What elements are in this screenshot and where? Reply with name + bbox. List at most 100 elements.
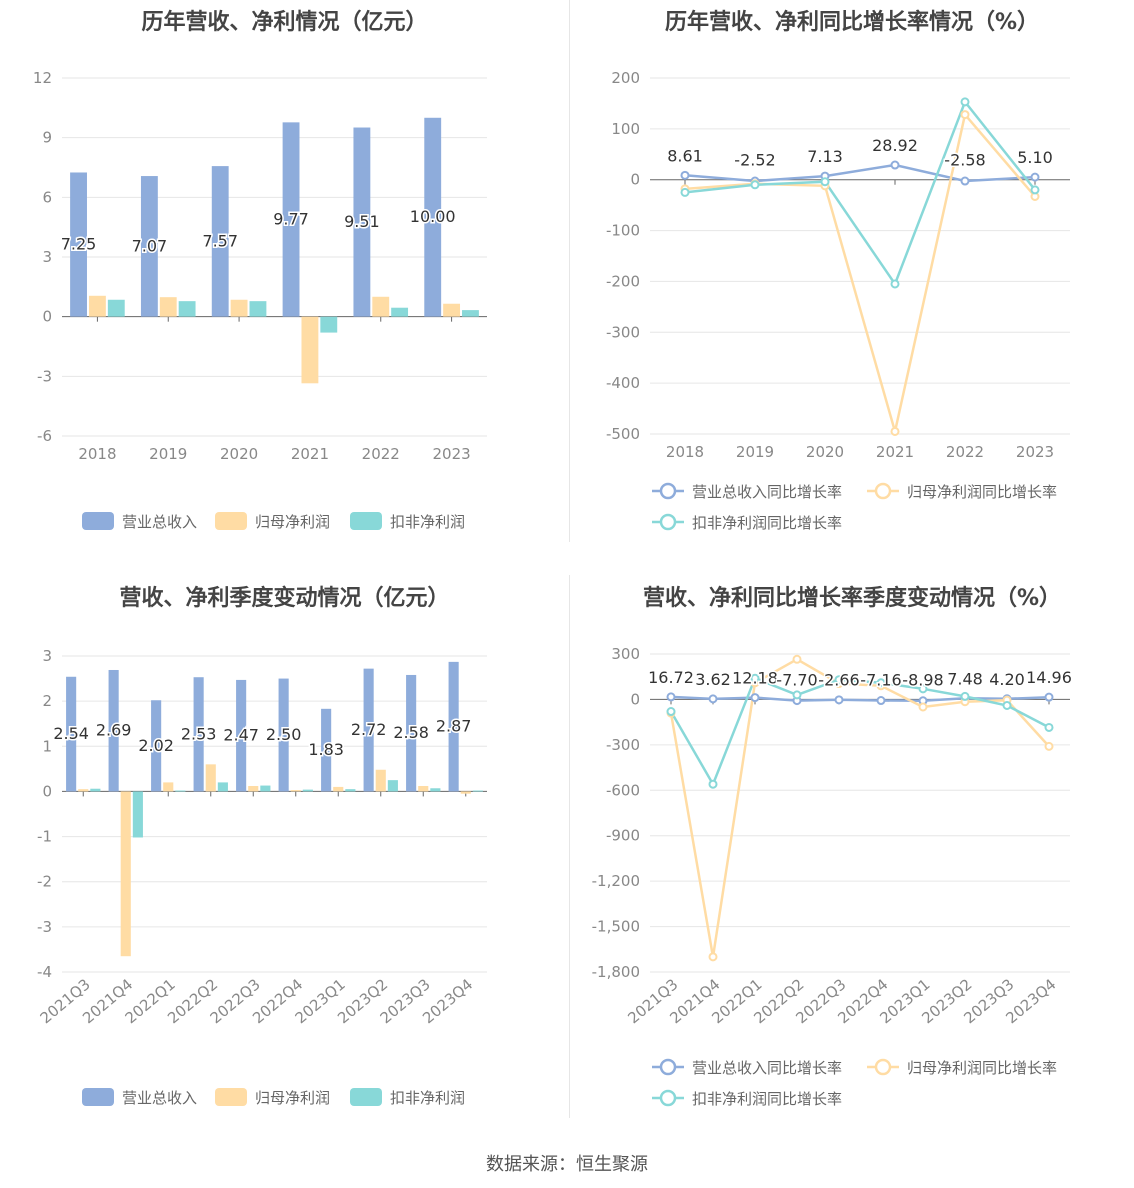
bar-deducted-net-profit [178,301,196,317]
data-label: -7.70 [776,670,817,689]
data-point [960,97,970,107]
chart-annual-amount: 12 9 6 3 0 -3 -6 2018 2019 2020 2021 2022 2023 7.25 7.… [33,69,487,531]
x-tick-label: 2022 [362,445,400,463]
data-point [834,695,844,705]
y-tick-label: -100 [606,222,640,240]
data-label: -7.16 [860,670,901,689]
y-tick-label: 0 [42,782,52,800]
data-point [1002,700,1012,710]
x-tick-label: 2021 [291,445,329,463]
data-point [708,952,718,962]
data-label: 2.50 [266,725,302,744]
legend-label: 归母净利润同比增长率 [907,1059,1057,1077]
y-tick-label: 0 [42,308,52,326]
bar-net-profit [120,791,131,957]
x-tick-label: 2020 [806,443,844,461]
data-point [890,426,900,436]
legend-label: 营业总收入同比增长率 [692,1059,842,1077]
data-label: 5.10 [1017,148,1053,167]
chart-quarterly-amount: 3210-1-2-3-42021Q32021Q42022Q12022Q22022… [37,647,487,1107]
data-point [792,690,802,700]
data-point [708,694,718,704]
data-label: 1.83 [308,740,344,759]
data-point [750,673,760,683]
data-label: 16.72 [648,668,694,687]
data-label: 4.20 [989,670,1025,689]
data-point [876,678,886,688]
bar-revenue [321,708,332,792]
data-label: 7.13 [807,147,843,166]
y-tick-label: -1,800 [592,963,640,981]
x-tick-label: 2023 [1016,443,1054,461]
y-tick-label: -3 [37,918,52,936]
data-label: 12.18 [732,669,778,688]
data-label: 28.92 [872,136,918,155]
bar-revenue [140,176,158,317]
bar-deducted-net-profit [175,790,186,792]
data-source-footer: 数据来源：恒生聚源 [486,1154,648,1175]
y-tick-label: -2 [37,873,52,891]
bar-net-profit [290,790,301,792]
y-tick-label: 3 [42,647,52,665]
y-tick-label: -200 [606,272,640,290]
data-point [750,180,760,190]
panel-annual-amount: 历年营收、净利情况（亿元） 12 9 6 3 0 -3 -6 2018 2019 2020 2021… [0,0,569,560]
bar-net-profit [418,786,429,792]
legend-swatch-marker [659,1089,677,1107]
data-label: 9.51 [344,212,380,231]
bar-net-profit [301,316,319,384]
bar-net-profit [248,786,259,792]
legend-swatch [215,1088,247,1106]
data-label: 2.54 [53,724,89,743]
legend-swatch [350,1088,382,1106]
data-point [918,684,928,694]
legend-swatch-marker [659,1058,677,1076]
data-point [918,702,928,712]
data-point [1030,172,1040,182]
y-tick-label: -4 [37,963,52,981]
bar-net-profit [163,782,174,792]
vertical-divider-top [569,0,570,542]
bar-net-profit [159,297,177,317]
data-label: 2.69 [96,721,132,740]
series-line [669,676,1050,788]
y-tick-label: -3 [37,367,52,385]
y-tick-label: -1,500 [592,918,640,936]
legend-swatch-marker [874,1058,892,1076]
y-tick-label: 0 [630,171,640,189]
bar-revenue [353,127,371,317]
series-line [684,163,1036,183]
y-tick-label: -1 [37,828,52,846]
bar-net-profit [78,789,89,792]
data-label: 2.47 [223,726,259,745]
bar-revenue [282,122,300,317]
bar-net-profit [230,299,248,317]
bar-revenue [406,674,417,792]
x-tick-label: 2021 [876,443,914,461]
data-point [960,110,970,120]
y-tick-label: -300 [606,736,640,754]
y-tick-label: 12 [33,69,52,87]
y-tick-label: 0 [630,690,640,708]
legend-label: 营业总收入同比增长率 [692,483,842,501]
data-label: 3.62 [695,670,731,689]
vertical-divider-bottom [569,575,570,1118]
data-label: 10.00 [410,207,456,226]
legend-label: 扣非净利润同比增长率 [692,1090,842,1108]
bar-deducted-net-profit [90,788,101,792]
data-point [960,691,970,701]
data-point [876,696,886,706]
data-label: 7.57 [202,231,238,250]
chart-title-quarterly-growth: 营收、净利同比增长率季度变动情况（%） [642,586,1062,611]
chart-title-annual-growth: 历年营收、净利同比增长率情况（%） [664,10,1040,35]
y-tick-label: -600 [606,781,640,799]
legend-label: 归母净利润 [255,1089,330,1107]
data-point [680,170,690,180]
bar-net-profit [372,296,390,317]
y-tick-label: 1 [42,737,52,755]
bar-deducted-net-profit [320,316,338,333]
bar-deducted-net-profit [302,789,313,792]
bar-net-profit [460,791,471,794]
bar-revenue [278,678,289,792]
y-tick-label: -400 [606,374,640,392]
